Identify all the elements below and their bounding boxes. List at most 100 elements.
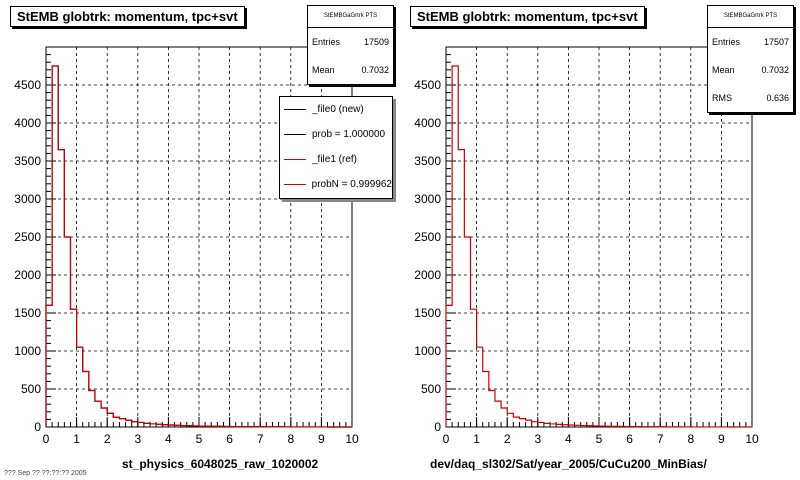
- x-tick-label: 3: [534, 432, 541, 446]
- histogram-bin: [70, 309, 76, 427]
- legend-entry-probn: probN = 0.999962: [280, 172, 392, 197]
- right-stats-name: StEMBGaGrtrk PTS: [708, 6, 793, 28]
- x-tick-label: 1: [473, 432, 480, 446]
- y-tick-label: 500: [421, 382, 441, 396]
- x-tick-label: 3: [134, 432, 141, 446]
- y-tick-label: 500: [21, 382, 41, 396]
- right-x-axis-title: dev/daq_sl302/Sat/year_2005/CuCu200_MinB…: [430, 457, 707, 471]
- right-stats-entries-value: 17507: [763, 37, 789, 47]
- legend-entry-prob: prob = 1.000000: [280, 122, 392, 147]
- y-tick-label: 3000: [414, 192, 441, 206]
- right-stats-mean-value: 0.7032: [761, 65, 789, 75]
- legend-entry-file0: _file0 (new): [280, 97, 392, 122]
- histogram-bin: [464, 237, 470, 427]
- left-histogram-plot: 0 1 2 3 4 5 6 7 8 9 10 0 500 1000 1500 2000 2500 3000 3500…: [14, 46, 359, 446]
- histogram-bin: [70, 309, 76, 427]
- y-tick-label: 4000: [14, 116, 41, 130]
- x-tick-label: 10: [745, 432, 759, 446]
- y-tick-label: 4500: [14, 78, 41, 92]
- left-pad: 0 1 2 3 4 5 6 7 8 9 10 0 500 1000 1500 2000 2500 3000 3500…: [4, 5, 394, 477]
- right-stats-box: StEMBGaGrtrk PTS Entries 17507 Mean 0.70…: [707, 5, 794, 113]
- histogram-bin: [119, 419, 125, 427]
- x-tick-label: 8: [687, 432, 694, 446]
- histogram-bin: [77, 347, 83, 427]
- histogram-bin: [126, 420, 132, 427]
- x-tick-label: 7: [257, 432, 264, 446]
- histogram-bin: [532, 422, 538, 427]
- histogram-bin: [58, 150, 64, 427]
- x-tick-label: 0: [43, 432, 50, 446]
- legend-line-probn: [284, 184, 306, 185]
- histogram-bin: [107, 413, 113, 427]
- x-tick-label: 9: [718, 432, 725, 446]
- y-tick-label: 3500: [14, 154, 41, 168]
- series-1-group: [45, 65, 352, 428]
- histogram-bin: [526, 420, 532, 427]
- left-x-axis-title: st_physics_6048025_raw_1020002: [122, 457, 319, 471]
- x-tick-label: 8: [287, 432, 294, 446]
- left-plot-title: StEMB globtrk: momentum, tpc+svt: [10, 6, 245, 27]
- legend-label-file1: _file1 (ref): [312, 154, 358, 165]
- histogram-bin: [495, 401, 501, 427]
- legend-entry-file1: _file1 (ref): [280, 147, 392, 172]
- right-stats-rms-value: 0.636: [766, 93, 789, 103]
- histogram-bin: [477, 347, 483, 427]
- legend-line-file1: [284, 159, 306, 160]
- histogram-step-line: [445, 65, 752, 428]
- histogram-bin: [113, 417, 119, 427]
- left-stats-box: StEMBGaGrtrk PTS Entries 17509 Mean 0.70…: [307, 5, 394, 85]
- x-tick-label: 4: [565, 432, 572, 446]
- x-tick-label: 6: [626, 432, 633, 446]
- histogram-bin: [89, 391, 95, 427]
- left-legend: _file0 (new) prob = 1.000000 _file1 (ref…: [279, 96, 393, 199]
- x-tick-label: 5: [196, 432, 203, 446]
- histogram-bin: [458, 150, 464, 427]
- left-stats-mean-row: Mean 0.7032: [308, 56, 393, 84]
- legend-line-file0: [284, 109, 306, 110]
- right-stats-entries-label: Entries: [712, 37, 741, 47]
- histogram-bin: [83, 372, 89, 427]
- right-histogram-plot: 0 1 2 3 4 5 6 7 8 9 10 0 500 1000 1500 2000 2500 3000 3500…: [414, 46, 759, 446]
- histogram-bin: [77, 347, 83, 427]
- y-tick-label: 2000: [14, 268, 41, 282]
- histogram-bin: [519, 419, 525, 427]
- footer-timestamp: ??? Sep ?? ??:??:?? 2005: [4, 470, 87, 477]
- right-pad: 0 1 2 3 4 5 6 7 8 9 10 0 500 1000 1500 2000 2500 3000 3500…: [400, 0, 800, 480]
- x-tick-label: 9: [318, 432, 325, 446]
- x-tick-label: 1: [73, 432, 80, 446]
- y-tick-label: 2500: [14, 230, 41, 244]
- legend-label-prob: prob = 1.000000: [312, 129, 386, 140]
- histogram-bin: [138, 422, 144, 427]
- right-stats-entries-row: Entries 17507: [708, 28, 793, 56]
- histogram-bin: [507, 413, 513, 427]
- y-tick-label: 2000: [414, 268, 441, 282]
- x-tick-label: 7: [657, 432, 664, 446]
- x-tick-label: 2: [504, 432, 511, 446]
- histogram-bin: [58, 150, 64, 427]
- left-stats-name: StEMBGaGrtrk PTS: [308, 6, 393, 28]
- histogram-bin: [95, 401, 101, 427]
- histogram-step-line: [45, 65, 352, 428]
- histogram-bin: [83, 372, 89, 427]
- legend-label-file0: _file0 (new): [312, 104, 364, 115]
- left-stats-entries-label: Entries: [312, 37, 341, 47]
- histogram-bin: [64, 237, 70, 427]
- histogram-bin: [101, 408, 107, 427]
- y-tick-label: 1500: [414, 306, 441, 320]
- histogram-bin: [126, 420, 132, 427]
- y-tick-label: 0: [34, 420, 41, 434]
- left-stats-entries-value: 17509: [363, 37, 389, 47]
- legend-label-probn: probN = 0.999962: [311, 179, 392, 190]
- histogram-bin: [107, 413, 113, 427]
- x-tick-label: 10: [345, 432, 359, 446]
- histogram-bin: [119, 419, 125, 427]
- histogram-bin: [501, 408, 507, 427]
- histogram-bin: [132, 422, 138, 427]
- y-tick-label: 1000: [414, 344, 441, 358]
- y-tick-label: 4000: [414, 116, 441, 130]
- histogram-bin: [89, 391, 95, 427]
- left-stats-mean-label: Mean: [312, 65, 335, 75]
- y-tick-label: 1000: [14, 344, 41, 358]
- y-tick-label: 0: [434, 420, 441, 434]
- histogram-bin: [138, 422, 144, 427]
